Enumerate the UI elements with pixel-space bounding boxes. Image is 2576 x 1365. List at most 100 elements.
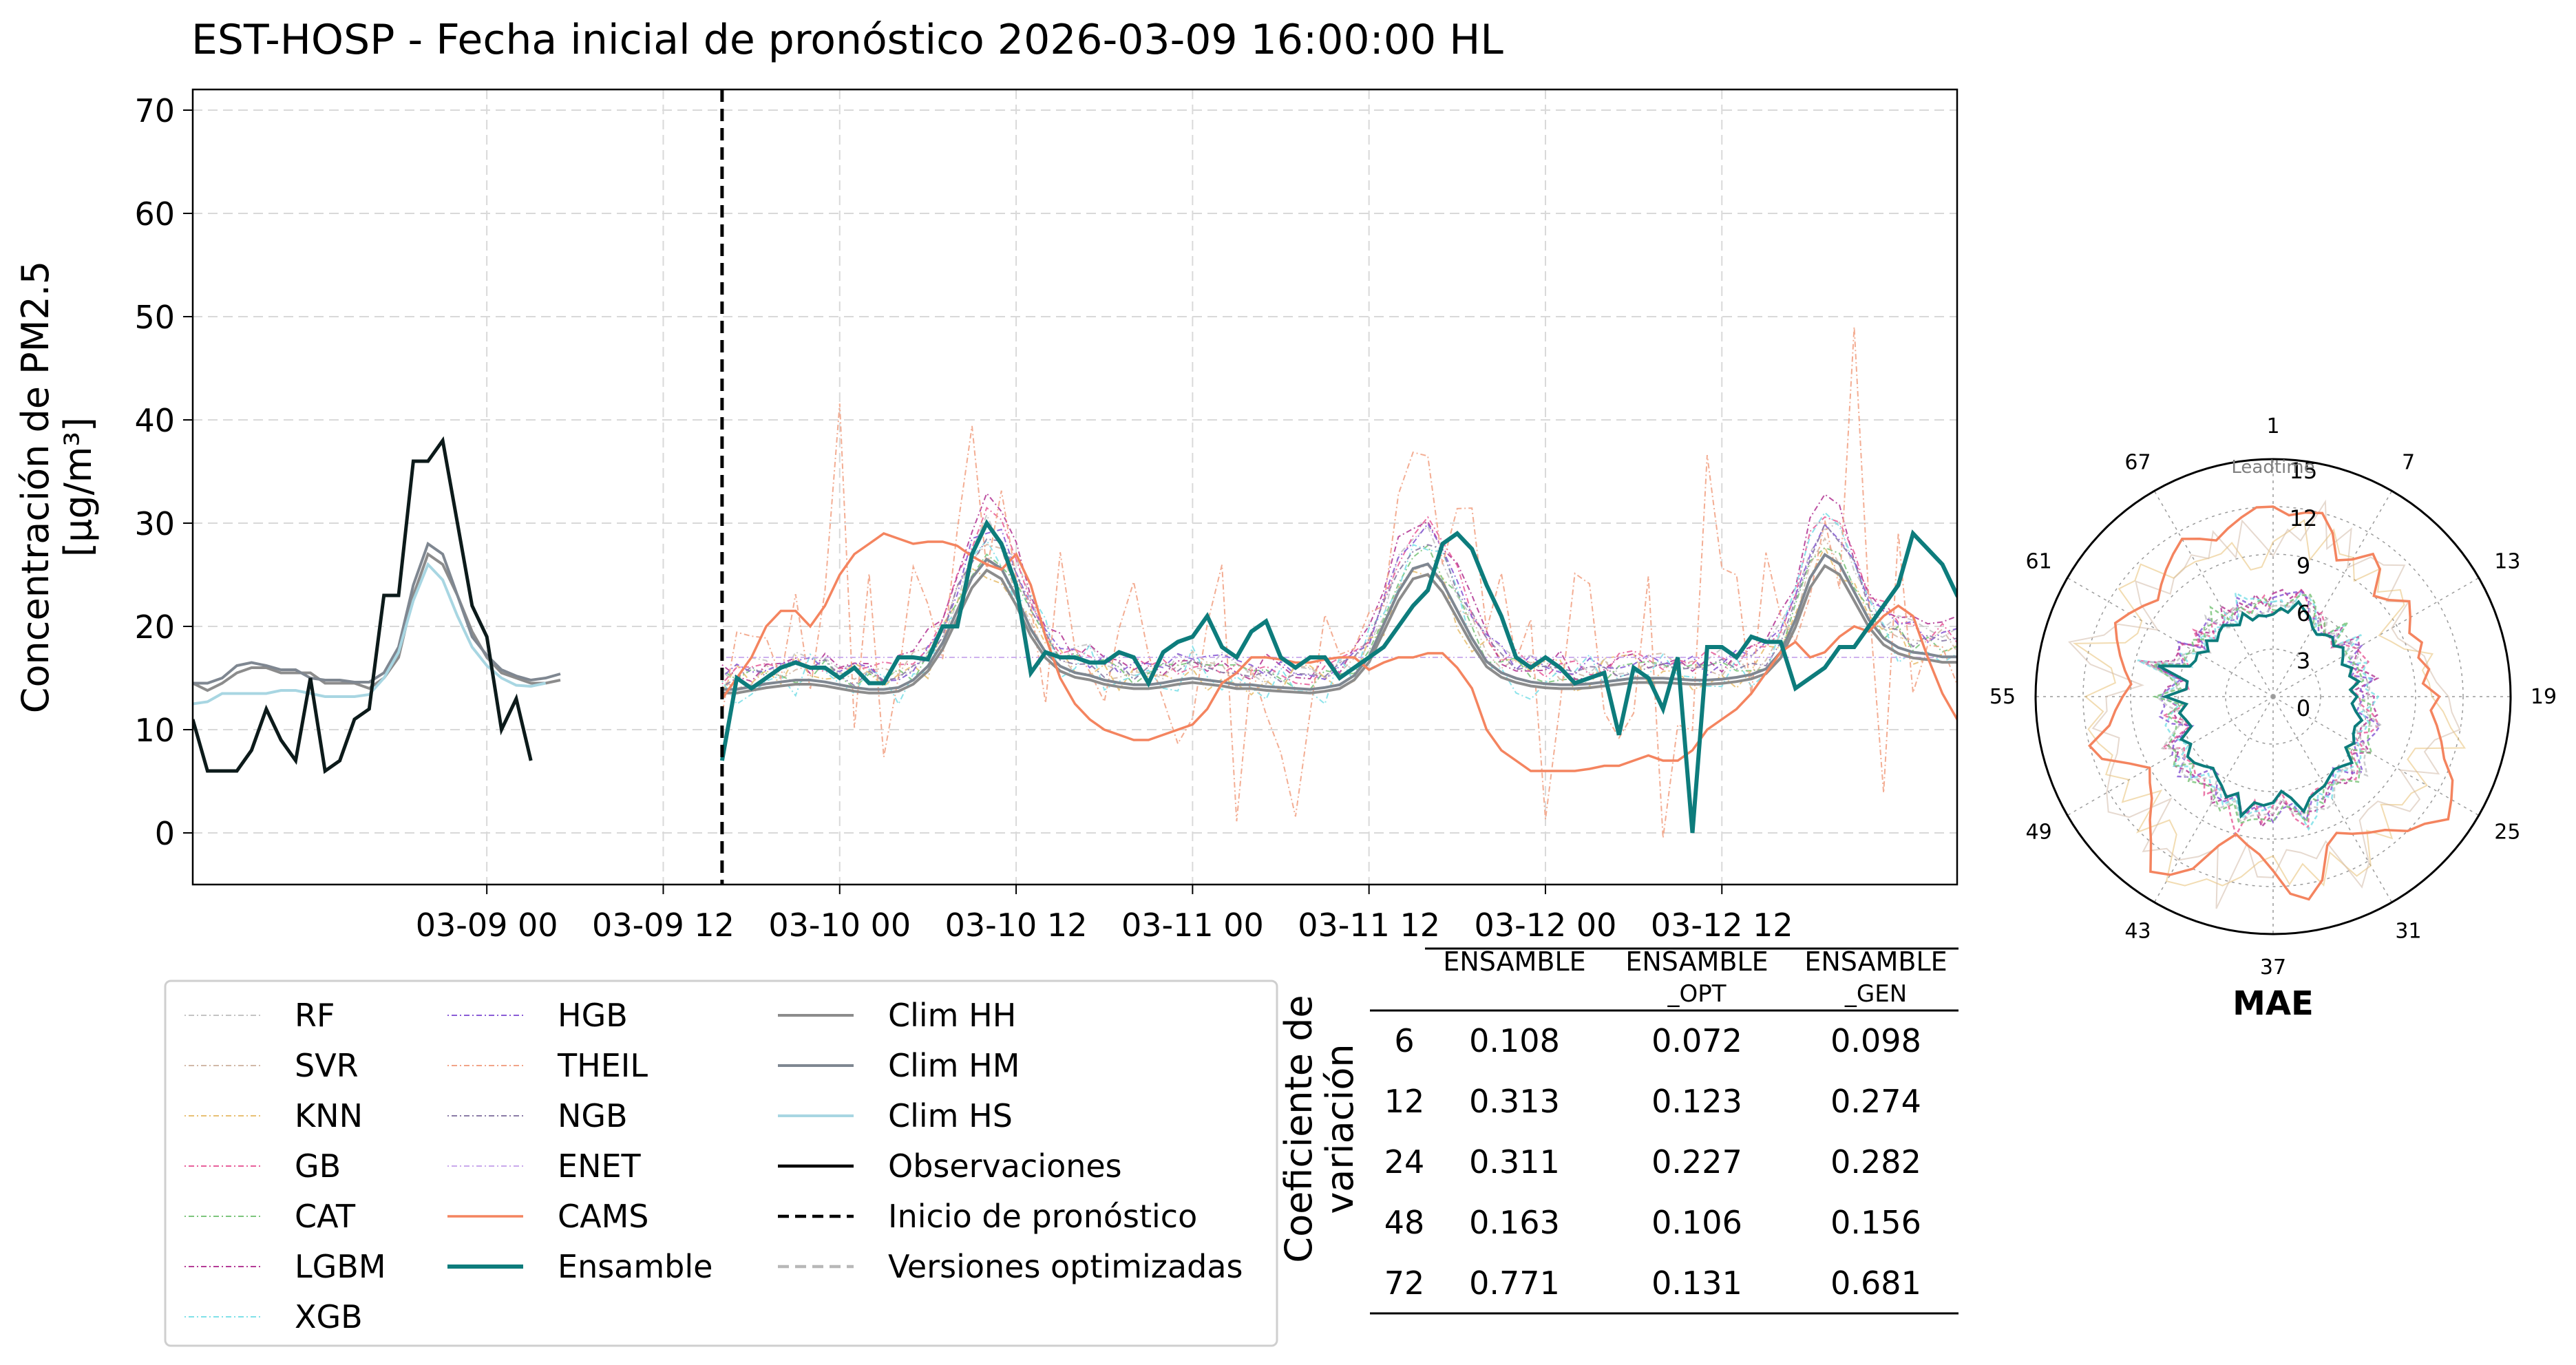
model-series-theil	[721, 326, 1957, 838]
table-lead: 48	[1384, 1204, 1425, 1241]
table-cell: 0.313	[1469, 1083, 1560, 1120]
series-ensamble	[719, 519, 1957, 834]
y-axis-label: Concentración de PM2.5 [μg/m³]	[14, 261, 100, 713]
legend-label: CAMS	[558, 1198, 648, 1235]
model-series-cat	[721, 544, 1957, 690]
table-header-sub: _GEN	[1844, 980, 1907, 1008]
polar-model-trace	[2072, 518, 2467, 887]
polar-frame	[2034, 458, 2512, 935]
table-cell: 0.131	[1651, 1265, 1742, 1302]
y-tick-label: 60	[134, 195, 175, 233]
polar-angle-label: 25	[2494, 821, 2520, 845]
polar-radial-label: 6	[2297, 600, 2310, 626]
polar-angle-label: 19	[2531, 685, 2557, 709]
legend-label: Clim HH	[888, 997, 1016, 1034]
model-series-lgbm	[721, 491, 1957, 685]
chart-title: EST-HOSP - Fecha inicial de pronóstico 2…	[191, 16, 1503, 64]
polar-ring	[2130, 553, 2416, 840]
legend-box	[164, 980, 1278, 1347]
polar-angle-label: 49	[2026, 821, 2052, 845]
table-cell: 0.163	[1469, 1204, 1560, 1241]
polar-spoke	[2272, 577, 2480, 697]
legend-label: XGB	[295, 1298, 363, 1335]
polar-axis-title: Leadtime	[2231, 457, 2314, 478]
y-tick-label: 40	[134, 402, 175, 439]
table-lead: 6	[1394, 1022, 1414, 1059]
plot-area	[193, 326, 1957, 838]
legend-label: SVR	[295, 1047, 359, 1084]
polar-spoke	[2067, 577, 2274, 697]
polar-series-cams	[2087, 505, 2454, 901]
series-observaciones	[193, 436, 533, 774]
model-series-hgb	[721, 522, 1957, 682]
polar-angle-label: 37	[2260, 955, 2286, 980]
legend-label: CAT	[295, 1198, 356, 1235]
clim-series-clim-hs	[193, 562, 547, 706]
polar-angle-label: 31	[2395, 919, 2421, 943]
y-tick-label: 10	[134, 712, 175, 749]
table-lead: 12	[1384, 1083, 1425, 1120]
clim-series-clim-hm	[193, 541, 561, 685]
legend-label: Ensamble	[558, 1248, 712, 1285]
table-header: ENSAMBLE	[1625, 946, 1768, 977]
table-cell: 0.123	[1651, 1083, 1742, 1120]
model-series-ngb	[721, 522, 1957, 688]
model-series-xgb	[721, 511, 1957, 706]
polar-spoke	[2067, 696, 2274, 816]
legend-label: Versiones optimizadas	[888, 1248, 1243, 1285]
legend-label: NGB	[558, 1097, 628, 1134]
legend-label: KNN	[295, 1097, 363, 1134]
x-tick-label: 03-12 12	[1651, 907, 1793, 944]
table-header: ENSAMBLE	[1443, 946, 1585, 977]
table-header-sub: _OPT	[1667, 980, 1726, 1008]
polar-spoke	[2153, 696, 2274, 903]
legend-label: Clim HS	[888, 1097, 1013, 1134]
polar-angle-label: 67	[2124, 451, 2151, 475]
polar-angle-label: 1	[2266, 414, 2279, 438]
clim-series-clim-hh	[193, 551, 561, 692]
x-tick-label: 03-11 12	[1298, 907, 1440, 944]
legend-label: Inicio de pronóstico	[888, 1198, 1197, 1235]
x-tick-label: 03-12 00	[1475, 907, 1617, 944]
table-cell: 0.098	[1830, 1022, 1921, 1059]
legend-label: THEIL	[557, 1047, 648, 1084]
table-cell: 0.106	[1651, 1204, 1742, 1241]
plot-frame	[191, 88, 1959, 886]
x-tick-label: 03-09 00	[416, 907, 558, 944]
polar-spoke	[2272, 490, 2393, 697]
polar-radial-label: 3	[2297, 648, 2310, 674]
table-lead: 24	[1384, 1143, 1425, 1181]
polar-model-trace	[2068, 499, 2461, 909]
table-lead: 72	[1384, 1265, 1425, 1302]
polar-radial-label: 15	[2290, 458, 2318, 484]
y-tick-label: 0	[155, 815, 175, 852]
table-row-title-line1: Coeficiente de	[1277, 995, 1320, 1262]
legend-label: RF	[295, 997, 335, 1034]
x-tick-label: 03-10 12	[945, 907, 1088, 944]
polar-model-trace	[2151, 591, 2382, 824]
table-cell: 0.282	[1830, 1143, 1921, 1181]
polar-radial-label: 9	[2297, 553, 2310, 579]
table-row-title-line2: variación	[1318, 1044, 1362, 1214]
y-tick-label: 20	[134, 609, 175, 646]
table-cell: 0.681	[1830, 1265, 1921, 1302]
x-tick-label: 03-11 00	[1121, 907, 1264, 944]
polar-radial-label: 0	[2297, 695, 2310, 721]
polar-model-trace	[2151, 593, 2374, 825]
table-cell: 0.156	[1830, 1204, 1921, 1241]
table-cell: 0.108	[1469, 1022, 1560, 1059]
legend-label: ENET	[558, 1147, 642, 1185]
table-cell: 0.274	[1830, 1083, 1921, 1120]
polar-angle-label: 43	[2124, 919, 2151, 943]
polar-angle-label: 55	[1989, 685, 2016, 709]
legend-label: Observaciones	[888, 1147, 1122, 1185]
table-cell: 0.311	[1469, 1143, 1560, 1181]
polar-title: MAE	[2232, 984, 2314, 1023]
legend-label: Clim HM	[888, 1047, 1020, 1084]
legend-label: HGB	[558, 997, 628, 1034]
polar-angle-label: 61	[2026, 550, 2052, 574]
legend-label: GB	[295, 1147, 341, 1185]
